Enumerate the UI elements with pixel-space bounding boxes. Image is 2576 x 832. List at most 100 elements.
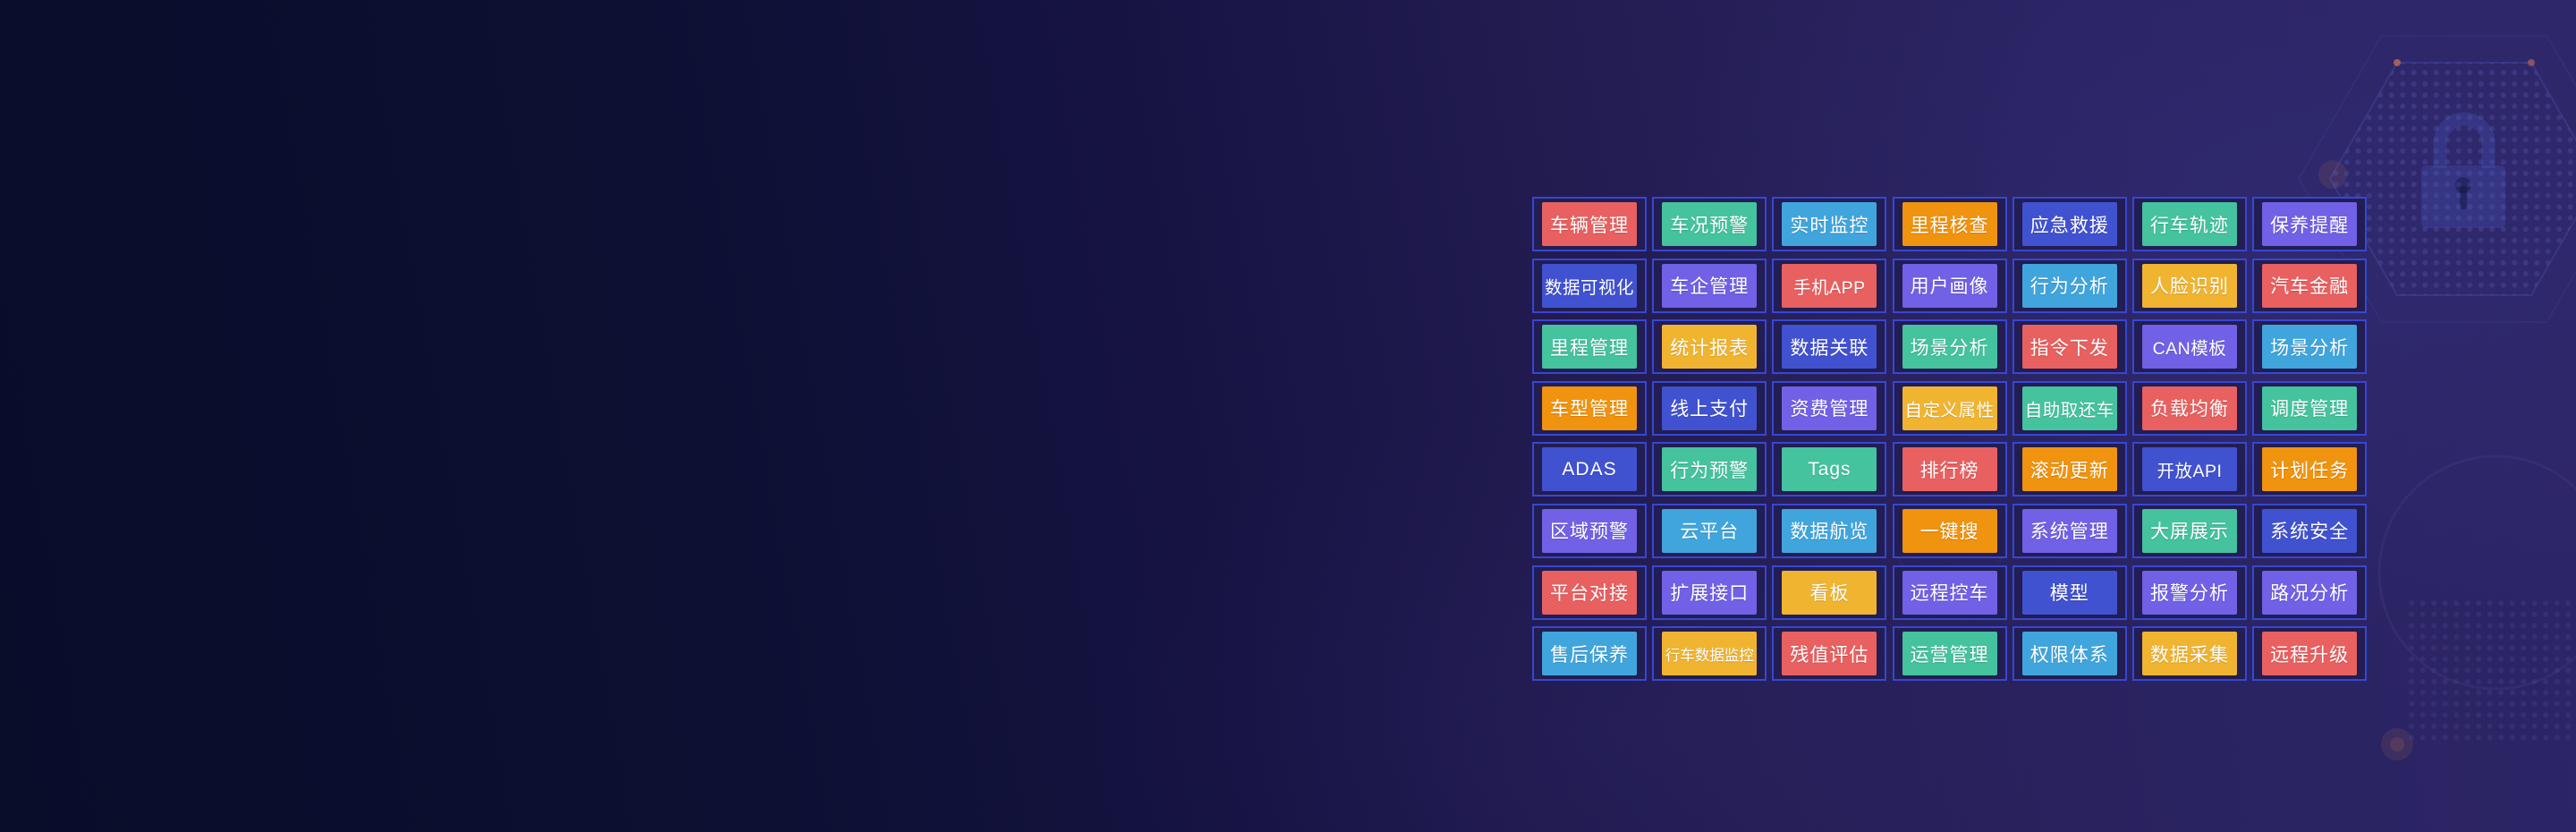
feature-button[interactable]: 系统安全 — [2262, 508, 2358, 553]
grid-cell: ADAS — [1532, 442, 1647, 497]
grid-cell: 扩展接口 — [1652, 565, 1767, 620]
feature-button[interactable]: 里程管理 — [1542, 325, 1637, 369]
grid-cell: 滚动更新 — [2012, 442, 2127, 497]
grid-cell: 远程控车 — [1892, 565, 2007, 620]
feature-button[interactable]: 指令下发 — [2021, 325, 2117, 369]
grid-cell: 人脸识别 — [2131, 258, 2247, 313]
feature-button[interactable]: 远程控车 — [1902, 570, 1997, 615]
feature-button[interactable]: 自定义属性 — [1902, 386, 1997, 430]
feature-button[interactable]: 行车轨迹 — [2141, 202, 2237, 246]
feature-button[interactable]: 人脸识别 — [2141, 263, 2237, 308]
grid-cell: 车企管理 — [1652, 258, 1767, 313]
grid-cell: 应急救援 — [2012, 197, 2127, 251]
grid-cell: 远程升级 — [2252, 626, 2368, 682]
feature-button[interactable]: 车企管理 — [1662, 263, 1758, 308]
grid-cell: 区域预警 — [1532, 503, 1647, 558]
grid-cell: 大屏展示 — [2131, 503, 2247, 558]
feature-button[interactable]: 负载均衡 — [2141, 386, 2237, 430]
feature-button[interactable]: 远程升级 — [2262, 632, 2358, 676]
feature-button[interactable]: 数据可视化 — [1542, 263, 1637, 308]
feature-button[interactable]: 用户画像 — [1902, 263, 1997, 308]
feature-button[interactable]: CAN模板 — [2141, 325, 2237, 369]
feature-button[interactable]: 实时监控 — [1782, 202, 1877, 246]
grid-cell: 系统管理 — [2012, 503, 2127, 558]
feature-button[interactable]: 自助取还车 — [2021, 386, 2117, 430]
feature-button[interactable]: ADAS — [1542, 447, 1637, 492]
feature-button[interactable]: 区域预警 — [1542, 508, 1637, 553]
feature-button[interactable]: 数据关联 — [1782, 325, 1877, 369]
feature-button[interactable]: 一键搜 — [1902, 508, 1997, 553]
feature-button[interactable]: 模型 — [2021, 570, 2117, 615]
grid-cell: CAN模板 — [2131, 319, 2247, 375]
grid-cell: 保养提醒 — [2252, 197, 2368, 251]
feature-button[interactable]: 数据航览 — [1782, 508, 1877, 553]
feature-button[interactable]: 运营管理 — [1902, 632, 1997, 676]
feature-button[interactable]: 应急救援 — [2021, 202, 2117, 246]
grid-cell: 场景分析 — [2252, 319, 2368, 375]
grid-cell: 路况分析 — [2252, 565, 2368, 620]
grid-cell: 权限体系 — [2012, 626, 2127, 682]
grid-cell: 数据关联 — [1772, 319, 1887, 375]
feature-button[interactable]: 系统管理 — [2021, 508, 2117, 553]
grid-cell: 平台对接 — [1532, 565, 1647, 620]
feature-button[interactable]: 保养提醒 — [2262, 202, 2358, 246]
feature-button[interactable]: 残值评估 — [1782, 632, 1877, 676]
feature-button[interactable]: 行车数据监控 — [1662, 632, 1758, 676]
grid-cell: 里程核查 — [1892, 197, 2007, 251]
grid-cell: 车型管理 — [1532, 380, 1647, 436]
feature-button[interactable]: 路况分析 — [2262, 570, 2358, 615]
feature-button[interactable]: 数据采集 — [2141, 632, 2237, 676]
feature-button[interactable]: 汽车金融 — [2262, 263, 2358, 308]
grid-cell: 系统安全 — [2252, 503, 2368, 558]
feature-button[interactable]: 开放API — [2141, 447, 2237, 492]
grid-cell: 自助取还车 — [2012, 380, 2127, 436]
feature-button[interactable]: 行为预警 — [1662, 447, 1758, 492]
feature-button[interactable]: 云平台 — [1662, 508, 1758, 553]
grid-cell: 汽车金融 — [2252, 258, 2368, 313]
feature-button[interactable]: 车辆管理 — [1542, 202, 1637, 246]
feature-button[interactable]: 看板 — [1782, 570, 1877, 615]
feature-button[interactable]: 滚动更新 — [2021, 447, 2117, 492]
feature-button[interactable]: 手机APP — [1782, 263, 1877, 308]
grid-cell: 一键搜 — [1892, 503, 2007, 558]
feature-button[interactable]: 排行榜 — [1902, 447, 1997, 492]
feature-button[interactable]: 扩展接口 — [1662, 570, 1758, 615]
feature-button[interactable]: 车况预警 — [1662, 202, 1758, 246]
feature-button[interactable]: 场景分析 — [1902, 325, 1997, 369]
grid-cell: 排行榜 — [1892, 442, 2007, 497]
grid-cell: 调度管理 — [2252, 380, 2368, 436]
grid-cell: 数据采集 — [2131, 626, 2247, 682]
grid-cell: 计划任务 — [2252, 442, 2368, 497]
feature-button[interactable]: 场景分析 — [2262, 325, 2358, 369]
grid-cell: 车况预警 — [1652, 197, 1767, 251]
feature-button[interactable]: 大屏展示 — [2141, 508, 2237, 553]
feature-button[interactable]: 平台对接 — [1542, 570, 1637, 615]
feature-button[interactable]: 行为分析 — [2021, 263, 2117, 308]
grid-cell: 运营管理 — [1892, 626, 2007, 682]
grid-cell: 自定义属性 — [1892, 380, 2007, 436]
feature-button[interactable]: 统计报表 — [1662, 325, 1758, 369]
grid-cell: 负载均衡 — [2131, 380, 2247, 436]
grid-cell: 开放API — [2131, 442, 2247, 497]
feature-button[interactable]: 权限体系 — [2021, 632, 2117, 676]
grid-cell: 资费管理 — [1772, 380, 1887, 436]
grid-cell: 手机APP — [1772, 258, 1887, 313]
grid-cell: 报警分析 — [2131, 565, 2247, 620]
feature-button[interactable]: 售后保养 — [1542, 632, 1637, 676]
grid-cell: 线上支付 — [1652, 380, 1767, 436]
feature-button[interactable]: 报警分析 — [2141, 570, 2237, 615]
grid-cell: 行车轨迹 — [2131, 197, 2247, 251]
grid-cell: 云平台 — [1652, 503, 1767, 558]
feature-button[interactable]: 车型管理 — [1542, 386, 1637, 430]
grid-cell: 数据可视化 — [1532, 258, 1647, 313]
feature-button[interactable]: Tags — [1782, 447, 1877, 492]
feature-button[interactable]: 资费管理 — [1782, 386, 1877, 430]
feature-button[interactable]: 调度管理 — [2262, 386, 2358, 430]
grid-cell: 行为预警 — [1652, 442, 1767, 497]
feature-button[interactable]: 计划任务 — [2262, 447, 2358, 492]
grid-cell: 里程管理 — [1532, 319, 1647, 375]
feature-button[interactable]: 线上支付 — [1662, 386, 1758, 430]
grid-cell: 指令下发 — [2012, 319, 2127, 375]
feature-button[interactable]: 里程核查 — [1902, 202, 1997, 246]
grid-cell: 场景分析 — [1892, 319, 2007, 375]
